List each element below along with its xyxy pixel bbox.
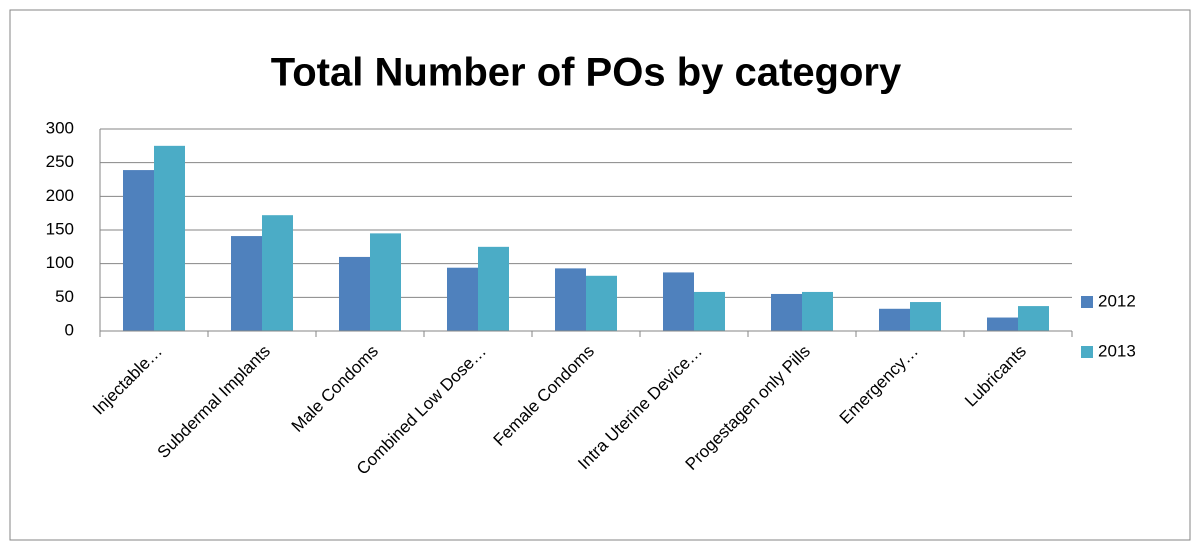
bar	[663, 272, 694, 331]
y-tick-label: 200	[46, 186, 74, 205]
y-tick-label: 0	[65, 320, 74, 339]
bar	[802, 291, 833, 331]
bar	[879, 308, 910, 331]
bar	[370, 233, 401, 331]
bar	[478, 246, 509, 331]
bar	[231, 236, 262, 331]
bar	[555, 268, 586, 331]
chart-border	[9, 9, 1191, 541]
bar	[339, 256, 370, 331]
bar	[694, 291, 725, 331]
bar	[154, 145, 185, 331]
bar	[771, 293, 802, 331]
bar	[123, 170, 154, 331]
legend-swatch	[1081, 346, 1093, 358]
chart-title: Total Number of POs by category	[271, 51, 902, 95]
bar	[1018, 306, 1049, 331]
bar	[910, 302, 941, 331]
y-tick-label: 150	[46, 219, 74, 238]
legend-label: 2012	[1098, 291, 1136, 310]
bar	[987, 317, 1018, 331]
y-tick-label: 250	[46, 152, 74, 171]
legend-swatch	[1081, 296, 1093, 308]
y-tick-label: 50	[55, 287, 74, 306]
bar	[586, 275, 617, 331]
legend-label: 2013	[1098, 341, 1136, 360]
bar	[447, 267, 478, 331]
bar	[262, 215, 293, 331]
y-tick-label: 100	[46, 253, 74, 272]
y-tick-label: 300	[46, 118, 74, 137]
